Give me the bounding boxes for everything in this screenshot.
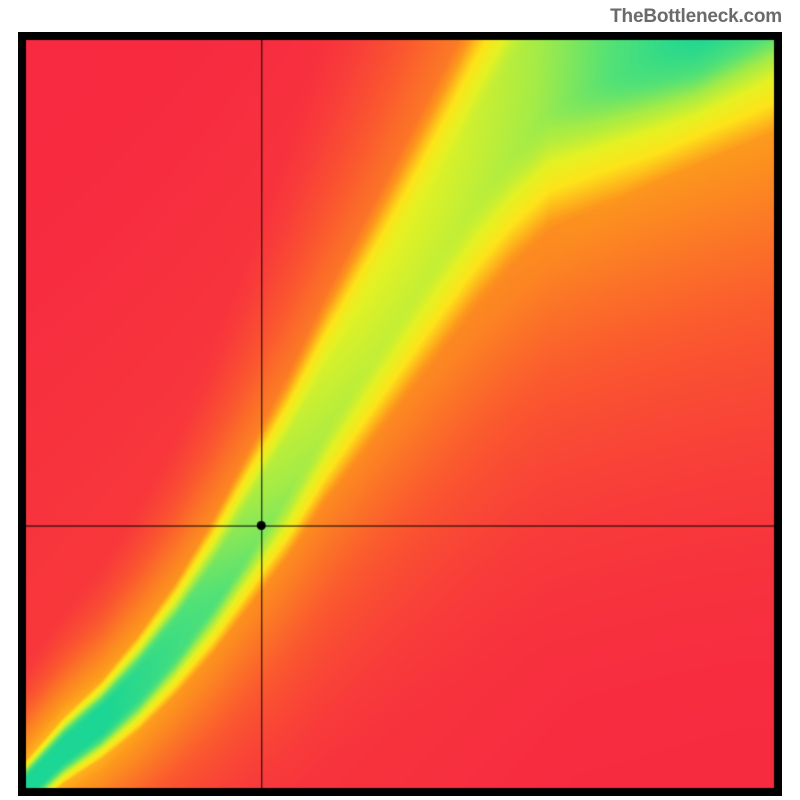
heatmap-canvas [18,32,782,796]
chart-container: TheBottleneck.com [0,0,800,800]
watermark-label: TheBottleneck.com [610,6,782,28]
plot-area [18,32,782,796]
